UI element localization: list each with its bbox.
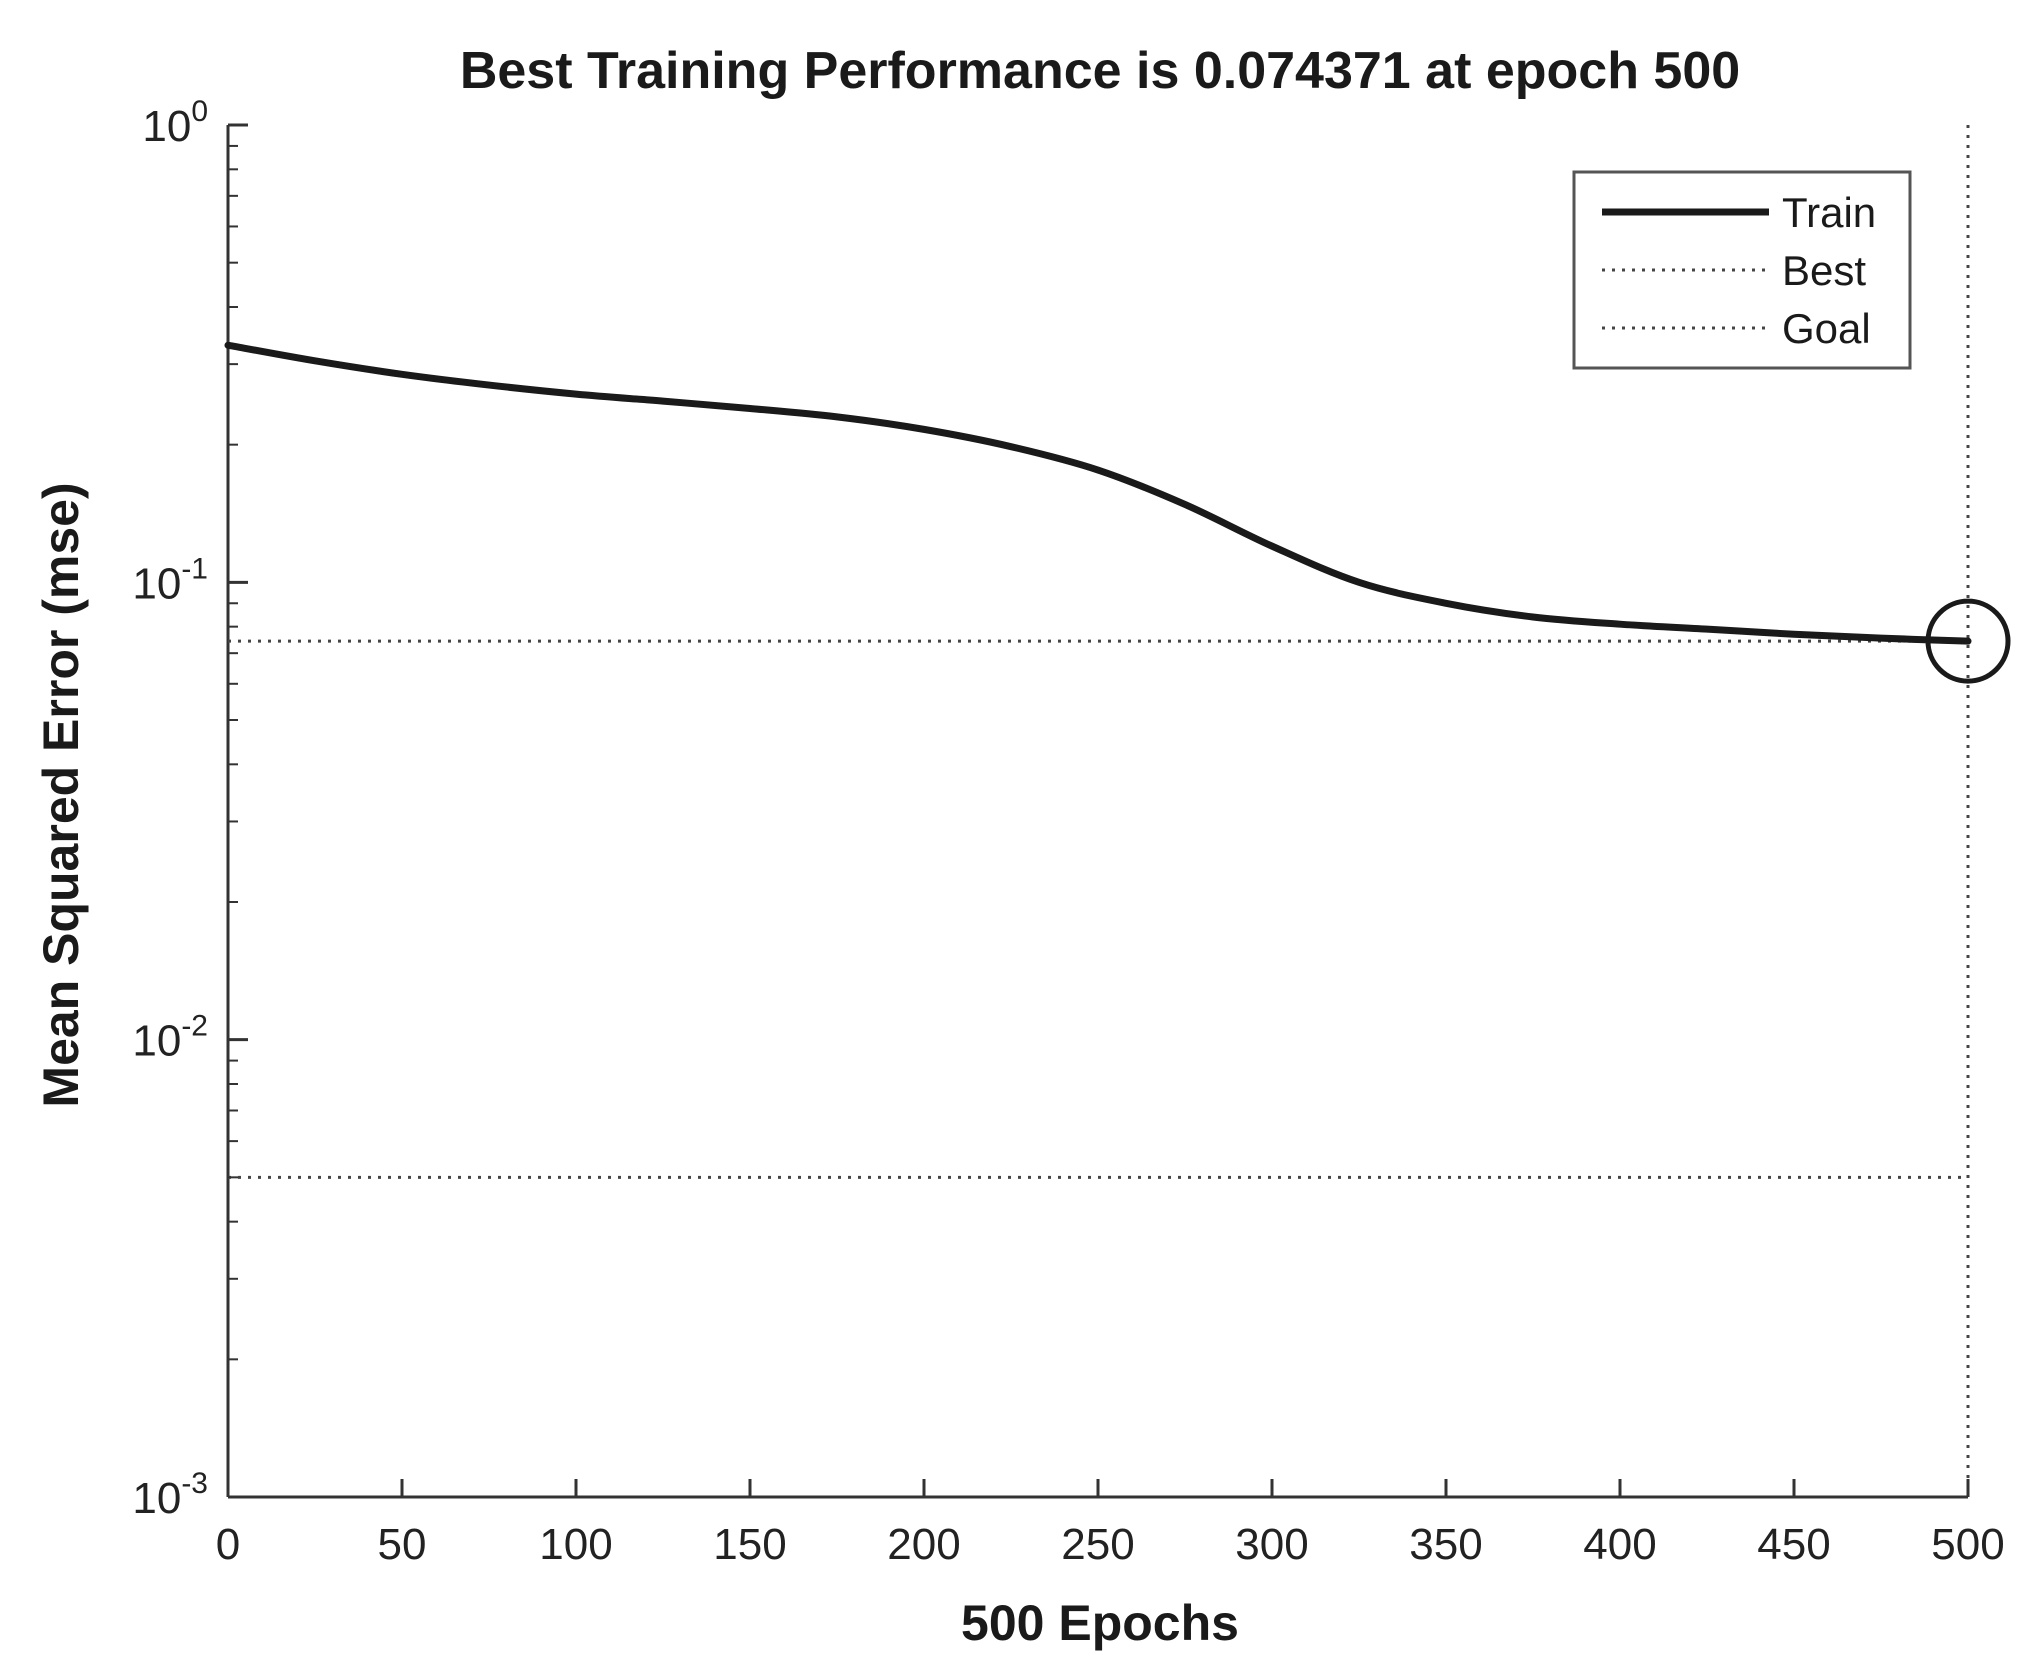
x-tick-label: 200 [887,1520,960,1569]
legend-label-best: Best [1782,247,1866,294]
best-point-marker [1925,598,2011,684]
y-tick-label: 100 [142,95,208,151]
y-tick-label: 10-2 [132,1010,208,1066]
series-layer [224,341,1972,645]
x-axis-label: 500 Epochs [961,1595,1239,1651]
train-series-line [224,341,1972,645]
x-tick-label: 450 [1757,1520,1830,1569]
chart-title: Best Training Performance is 0.074371 at… [460,42,1740,100]
x-axis: 0 50 100 150 200 250 300 350 400 450 500 [216,1479,2005,1569]
y-tick-label: 10-1 [132,552,208,608]
reference-lines [228,125,1970,1497]
x-tick-label: 300 [1235,1520,1308,1569]
x-tick-label: 50 [378,1520,427,1569]
y-axis-label: Mean Squared Error (mse) [33,482,89,1107]
x-tick-label: 100 [539,1520,612,1569]
x-tick-label: 150 [713,1520,786,1569]
legend-label-goal: Goal [1782,305,1871,352]
best-marker-layer [1925,598,2011,684]
y-tick-label: 10-3 [132,1467,208,1523]
legend: Train Best Goal [1572,170,1912,370]
x-tick-label: 500 [1931,1520,2004,1569]
y-axis: 10-3 10-2 10-1 100 [132,95,248,1523]
legend-label-train: Train [1782,189,1876,236]
x-tick-label: 350 [1409,1520,1482,1569]
x-tick-label: 250 [1061,1520,1134,1569]
x-tick-label: 400 [1583,1520,1656,1569]
x-tick-label: 0 [216,1520,240,1569]
